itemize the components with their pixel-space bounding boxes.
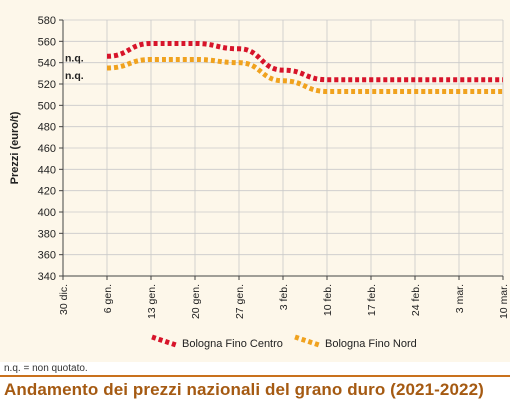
y-tick-label: 560: [38, 36, 56, 48]
x-tick-label: 27 gen.: [234, 284, 246, 319]
x-tick-label: 3 mar.: [454, 284, 466, 313]
y-tick-label: 420: [38, 186, 56, 198]
x-tick-label: 20 gen.: [190, 284, 202, 319]
y-tick-label: 380: [38, 228, 56, 240]
x-tick-label: 30 dic.: [58, 284, 70, 315]
chart-area: 340 360 380 400 420 440 460 480 500 520 540 560 580 3…: [0, 0, 510, 362]
x-tick-label: 10 feb.: [322, 284, 334, 316]
x-tick-label: 10 mar.: [498, 284, 510, 319]
y-axis-label: Prezzi (euro/t): [9, 111, 21, 184]
y-tick-label: 580: [38, 15, 56, 27]
not-quoted-label: n.q.: [65, 52, 84, 64]
legend-label: Bologna Fino Nord: [325, 338, 417, 350]
y-tick-label: 500: [38, 100, 56, 112]
y-tick-label: 340: [38, 271, 56, 283]
footnote: n.q. = non quotato.: [4, 363, 88, 374]
chart-title: Andamento dei prezzi nazionali del grano…: [4, 380, 484, 399]
y-tick-label: 480: [38, 122, 56, 134]
x-tick-label: 13 gen.: [146, 284, 158, 319]
legend-swatch: [294, 334, 320, 348]
y-tick-label: 360: [38, 250, 56, 262]
title-bar: Andamento dei prezzi nazionali del grano…: [0, 375, 510, 406]
x-tick-label: 3 feb.: [278, 284, 290, 310]
y-tick-label: 520: [38, 79, 56, 91]
legend-label: Bologna Fino Centro: [182, 338, 283, 350]
y-tick-label: 540: [38, 58, 56, 70]
not-quoted-label: n.q.: [65, 70, 84, 82]
legend-swatch: [151, 334, 177, 348]
y-tick-label: 400: [38, 207, 56, 219]
y-tick-label: 460: [38, 143, 56, 155]
series-line-nord: [106, 56, 503, 94]
line-chart: 340 360 380 400 420 440 460 480 500 520 540 560 580 3…: [9, 15, 510, 350]
series-line-centro: [106, 40, 503, 83]
x-tick-label: 17 feb.: [366, 284, 378, 316]
x-tick-label: 6 gen.: [102, 284, 114, 313]
x-tick-label: 24 feb.: [410, 284, 422, 316]
y-tick-label: 440: [38, 164, 56, 176]
